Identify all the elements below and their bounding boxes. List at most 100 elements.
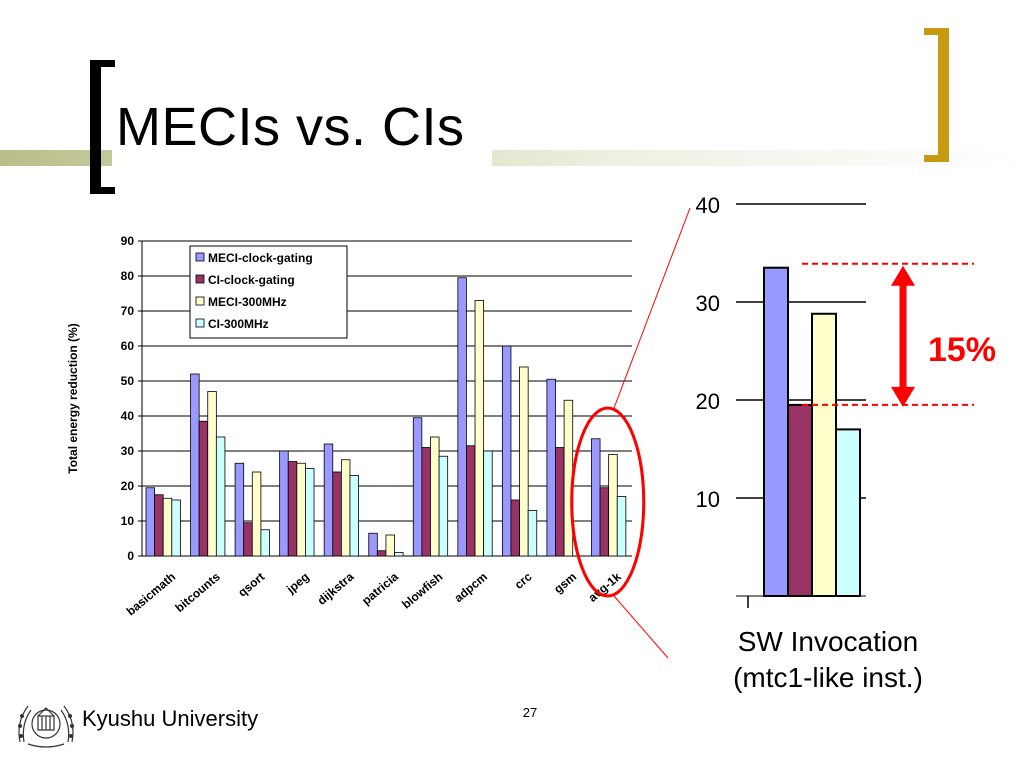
- bar-crc-1: [510, 499, 520, 557]
- x-tick-label: crc: [512, 569, 535, 592]
- bar-patricia-3: [394, 552, 404, 557]
- bar-qsort-3: [260, 529, 270, 557]
- bar-adpcm-0: [457, 277, 467, 557]
- highlight-ellipse: [570, 406, 646, 598]
- y-tick-label: 70: [121, 304, 135, 318]
- legend-swatch: [195, 296, 205, 306]
- bar-basicmath-0: [145, 487, 156, 557]
- inset-bar-0: [763, 266, 789, 597]
- title-backdrop: [112, 92, 492, 188]
- bar-jpeg-2: [296, 462, 306, 557]
- y-tick-label: 40: [121, 409, 135, 423]
- bar-adpcm-3: [483, 450, 493, 557]
- percent-annotation: 15%: [928, 331, 996, 369]
- zoom-line-bottom: [613, 595, 669, 659]
- y-tick-label: 80: [121, 269, 135, 283]
- bar-crc-0: [501, 345, 512, 557]
- legend-entry: CI-clock-gating: [208, 273, 295, 287]
- bar-blowfish-1: [421, 447, 431, 557]
- x-tick-label: basicmath: [124, 570, 178, 619]
- y-tick-label: 0: [127, 549, 134, 563]
- bar-patricia-2: [385, 534, 395, 557]
- bar-crc-2: [519, 366, 529, 557]
- bar-bitcounts-0: [190, 373, 200, 557]
- bar-gsm-1: [555, 447, 565, 557]
- bar-avg-1k-0: [591, 438, 601, 557]
- page-number: 27: [522, 705, 538, 720]
- inset-tick-label: 20: [696, 389, 720, 414]
- x-tick-label: qsort: [235, 570, 267, 600]
- inset-bar-chart: 10 20 30 40 15%: [696, 193, 996, 608]
- bar-bitcounts-1: [198, 420, 209, 557]
- bar-bitcounts-2: [207, 391, 217, 557]
- y-tick-label: 20: [121, 479, 135, 493]
- x-tick-label: gsm: [551, 570, 579, 597]
- bar-blowfish-0: [412, 417, 423, 557]
- legend-entry: MECI-300MHz: [208, 295, 287, 309]
- x-tick-label: blowfish: [399, 570, 445, 612]
- bar-adpcm-1: [466, 445, 476, 557]
- inset-xlabel-line2: (mtc1-like inst.): [733, 662, 923, 693]
- university-seal-icon: [18, 705, 74, 748]
- x-tick-label: adpcm: [451, 570, 490, 606]
- bar-patricia-0: [368, 532, 378, 557]
- bar-jpeg-1: [287, 461, 298, 557]
- y-tick-label: 10: [121, 514, 135, 528]
- bar-jpeg-0: [279, 450, 289, 557]
- bar-basicmath-3: [171, 499, 181, 557]
- bar-qsort-0: [234, 462, 245, 557]
- legend-entry: CI-300MHz: [208, 317, 269, 331]
- inset-tick-label: 10: [696, 487, 720, 512]
- x-tick-label: dijkstra: [315, 569, 357, 607]
- inset-xlabel: SW Invocation (mtc1-like inst.): [692, 624, 964, 696]
- legend-swatch: [195, 252, 205, 262]
- bar-patricia-1: [376, 550, 387, 557]
- x-tick-label: patricia: [359, 569, 401, 607]
- zoom-connector-lines: [613, 207, 691, 659]
- bar-dijkstra-0: [323, 443, 334, 557]
- bar-dijkstra-1: [332, 471, 342, 557]
- inset-tick-label: 30: [696, 291, 720, 316]
- bar-adpcm-2: [474, 300, 485, 557]
- bar-blowfish-3: [438, 455, 449, 557]
- bar-dijkstra-2: [340, 459, 351, 557]
- main-bar-chart: 0 10 20 30 40 50 60 70 80 90 Total energy reductio…: [66, 234, 646, 619]
- bar-basicmath-1: [154, 494, 164, 557]
- left-bracket-icon: [90, 60, 115, 194]
- x-tick-label: bitcounts: [172, 569, 223, 615]
- y-tick-label: 90: [121, 234, 135, 248]
- legend-swatch: [195, 318, 205, 328]
- y-tick-label: 30: [121, 444, 135, 458]
- x-tick-label: jpeg: [283, 570, 312, 597]
- bar-gsm-0: [546, 378, 556, 557]
- y-tick-label: 60: [121, 339, 135, 353]
- y-tick-label: 50: [121, 374, 135, 388]
- zoom-line-top: [613, 207, 691, 409]
- right-bracket-icon: [924, 28, 949, 162]
- bar-avg-1k-1: [599, 487, 610, 557]
- footer-org-name: Kyushu University: [82, 706, 259, 731]
- bar-blowfish-2: [430, 436, 440, 557]
- bar-avg-1k-2: [608, 454, 618, 557]
- bar-qsort-2: [251, 471, 262, 557]
- bar-jpeg-3: [305, 468, 315, 557]
- y-axis-label: Total energy reduction (%): [66, 323, 80, 473]
- arrow-head-up-icon: [891, 265, 915, 286]
- bar-bitcounts-3: [215, 436, 226, 557]
- slide-title: MECIs vs. CIs: [116, 97, 465, 157]
- bar-crc-3: [527, 510, 538, 557]
- inset-bar-2: [811, 312, 837, 597]
- bar-avg-1k-3: [616, 496, 627, 557]
- inset-tick-label: 40: [696, 193, 720, 218]
- inset-bar-3: [835, 428, 861, 597]
- bar-qsort-1: [243, 522, 253, 557]
- arrow-head-down-icon: [891, 386, 915, 407]
- bar-basicmath-2: [162, 497, 173, 557]
- inset-xlabel-line1: SW Invocation: [737, 626, 919, 657]
- legend-swatch: [195, 274, 205, 284]
- chart-legend: [189, 245, 348, 339]
- inset-bar-1: [787, 403, 813, 597]
- legend-entry: MECI-clock-gating: [208, 251, 313, 265]
- bar-dijkstra-3: [349, 475, 359, 557]
